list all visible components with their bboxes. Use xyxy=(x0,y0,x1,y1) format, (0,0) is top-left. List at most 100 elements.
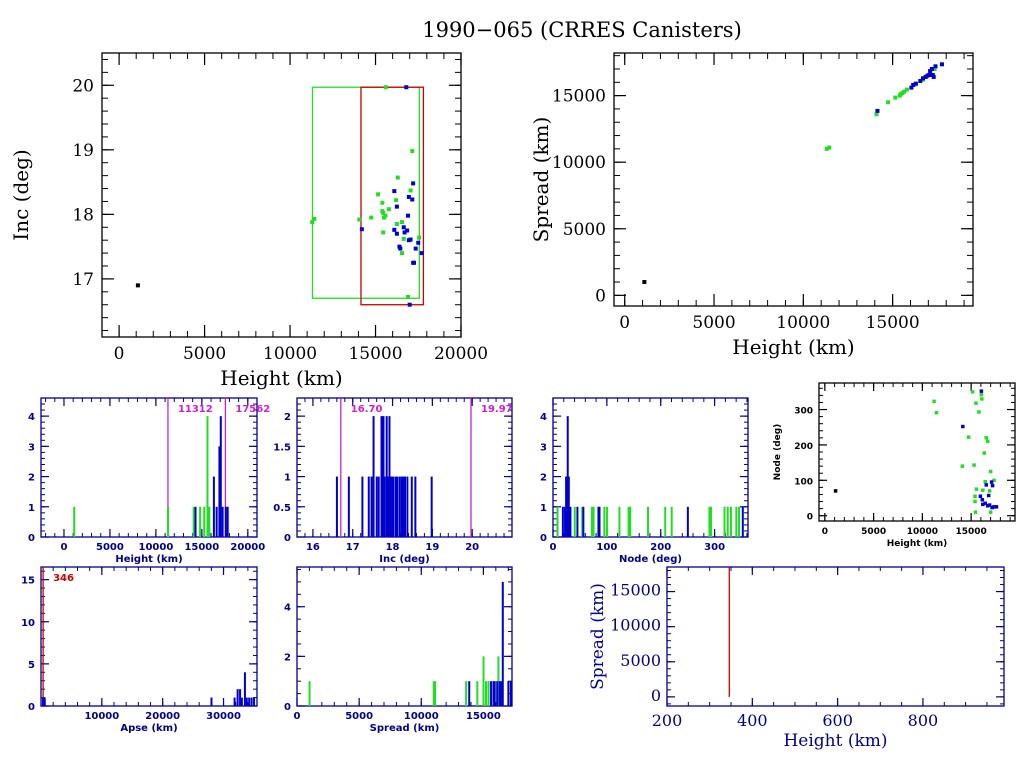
histogram-bar-blue xyxy=(248,697,251,706)
y-tick-label: 10000 xyxy=(610,616,661,635)
data-point-green xyxy=(974,487,979,491)
histogram-bar-blue xyxy=(496,681,499,706)
y-tick-label: 0 xyxy=(284,533,291,544)
histogram-bar-blue xyxy=(380,416,383,537)
x-tick-label: 0 xyxy=(60,542,67,553)
data-point-green xyxy=(410,149,415,154)
histogram-bar-blue xyxy=(221,506,224,537)
histogram-bar-green xyxy=(729,506,732,537)
data-point-blue xyxy=(981,502,985,507)
histogram-bar-blue xyxy=(243,672,246,706)
histogram-bar-green xyxy=(708,506,711,537)
histogram-bar-green xyxy=(465,681,468,706)
data-point-blue xyxy=(980,498,985,502)
data-point-blue xyxy=(407,302,412,307)
x-tick-label: 10000 xyxy=(263,344,317,364)
histogram-bar-green xyxy=(485,681,488,706)
x-tick-label: 5000 xyxy=(692,313,735,333)
data-point-green xyxy=(981,488,985,492)
plot-frame xyxy=(40,566,258,707)
plot-frame xyxy=(666,566,1005,707)
histogram-bar-green xyxy=(192,506,195,537)
histogram-bar-blue xyxy=(43,697,46,706)
data-point-green xyxy=(394,198,399,203)
y-tick-label: 100 xyxy=(794,477,813,487)
data-point-green xyxy=(310,220,315,225)
histogram-bar-blue xyxy=(400,476,403,537)
x-tick-label: 0 xyxy=(550,542,557,553)
figure-title: 1990−065 (CRRES Canisters) xyxy=(422,18,742,42)
data-point-green xyxy=(383,85,388,90)
x-tick-label: 0 xyxy=(822,527,828,537)
y-axis-label: Node (deg) xyxy=(773,424,783,481)
x-axis-label: Inc (deg) xyxy=(379,554,430,565)
histogram-bar-blue xyxy=(414,476,417,537)
data-point-green xyxy=(973,510,978,514)
data-point-blue xyxy=(398,246,403,251)
data-point-green xyxy=(966,435,971,439)
data-point-blue xyxy=(994,505,999,509)
histogram-bar-blue xyxy=(564,506,567,537)
data-point-green xyxy=(893,95,898,100)
y-tick-label: 2 xyxy=(540,473,547,484)
data-point-blue xyxy=(416,240,421,245)
histogram-bar-blue xyxy=(430,476,433,537)
histogram-bar-green xyxy=(434,681,437,706)
y-tick-label: 1 xyxy=(540,503,547,514)
data-point-parent xyxy=(642,280,647,285)
data-point-green xyxy=(376,192,381,197)
data-point-green xyxy=(980,397,984,401)
data-point-green xyxy=(369,215,374,220)
y-tick-label: 3 xyxy=(28,442,35,453)
y-tick-label: 20 xyxy=(72,76,94,96)
histogram-bar-blue xyxy=(236,689,239,706)
data-point-blue xyxy=(411,260,416,265)
histogram-bar-green xyxy=(573,506,576,537)
minor-ticks xyxy=(296,567,512,707)
y-tick-label: 0 xyxy=(595,286,606,306)
data-point-blue xyxy=(992,505,996,509)
data-point-green xyxy=(973,494,977,498)
data-point-blue xyxy=(401,225,406,230)
x-axis-label: Height (km) xyxy=(783,731,887,751)
histogram-bar-blue xyxy=(382,416,385,537)
histogram-bar-blue xyxy=(561,506,564,537)
data-point-green xyxy=(979,392,984,397)
y-tick-label: 4 xyxy=(540,412,547,423)
data-point-green xyxy=(383,213,388,218)
histogram-bar-blue xyxy=(576,506,579,537)
x-tick-label: 17 xyxy=(346,542,360,553)
data-point-blue xyxy=(392,227,397,232)
y-tick-label: 2 xyxy=(284,412,291,423)
histogram-bar-blue xyxy=(383,476,386,537)
histogram-bar-blue xyxy=(410,476,413,537)
histogram-bar-green xyxy=(487,681,490,706)
y-tick-label: 200 xyxy=(794,442,813,452)
data-point-green xyxy=(970,390,975,394)
threshold-label: 11312 xyxy=(178,404,213,415)
x-tick-label: 30000 xyxy=(206,711,241,722)
histogram-bar-blue xyxy=(210,697,213,706)
x-tick-label: 15000 xyxy=(955,527,986,537)
red-range-box xyxy=(360,86,425,306)
y-tick-label: 1.5 xyxy=(273,442,291,453)
data-point-blue xyxy=(939,62,944,67)
data-point-green xyxy=(394,222,399,227)
data-point-blue xyxy=(986,493,991,498)
histogram-bar-green xyxy=(167,506,170,537)
panel-node-vs-height: 0 5000 10000 15000 0 100 200 300 Height (km) Node… xyxy=(773,382,1016,549)
y-tick-label: 0 xyxy=(651,686,661,705)
data-point-blue xyxy=(406,194,411,199)
histogram-bar-green xyxy=(206,416,209,537)
x-tick-label: 10000 xyxy=(907,527,938,537)
y-tick-label: 0 xyxy=(28,533,35,544)
y-tick-label: 4 xyxy=(28,412,35,423)
data-point-green xyxy=(932,399,936,404)
x-tick-label: 600 xyxy=(822,711,853,730)
data-point-blue xyxy=(987,503,992,507)
data-point-green xyxy=(934,410,939,415)
histogram-bar-green xyxy=(735,506,738,537)
histogram-bar-blue xyxy=(335,476,338,537)
x-axis-label: Spread (km) xyxy=(370,723,440,734)
histogram-bar-green xyxy=(482,656,485,706)
